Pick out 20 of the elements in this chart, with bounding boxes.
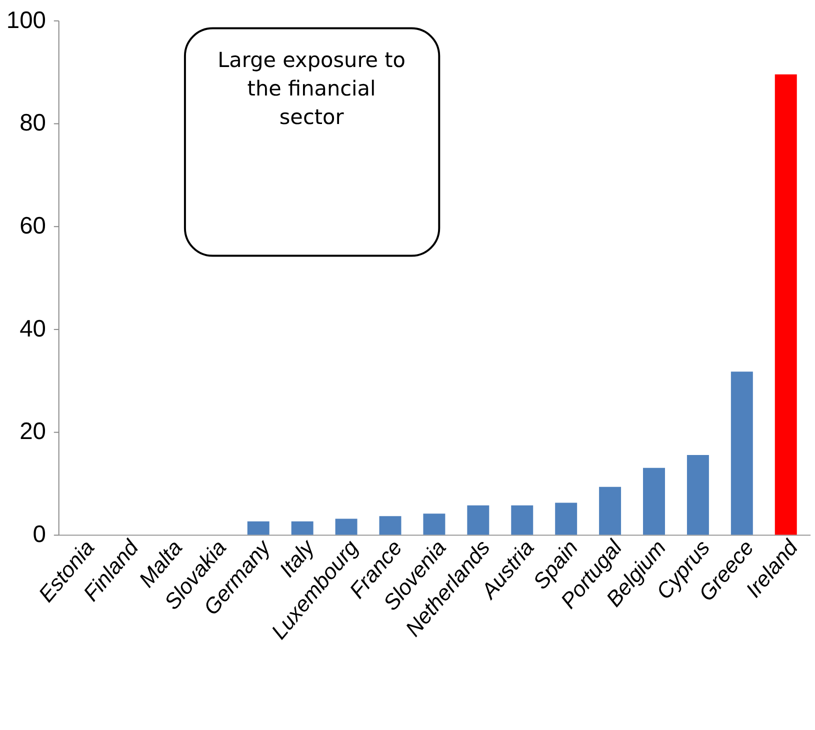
bar: [774, 74, 797, 535]
bar: [379, 516, 402, 535]
y-tick-label: 20: [20, 419, 46, 446]
bar: [247, 521, 270, 535]
y-tick-label: 100: [6, 8, 46, 34]
y-tick-label: 80: [20, 110, 46, 137]
bar: [643, 468, 665, 535]
bar: [291, 521, 314, 535]
y-tick-label: 40: [20, 316, 46, 342]
y-tick-label: 60: [20, 214, 46, 240]
bar: [511, 505, 534, 535]
bar: [423, 514, 446, 535]
bar: [686, 454, 709, 535]
bar: [555, 502, 578, 535]
bar: [730, 372, 753, 535]
bar: [335, 518, 358, 535]
bar: [599, 486, 622, 535]
bar: [467, 505, 490, 535]
annotation: Large exposure to the financial sector: [218, 48, 406, 130]
y-tick-label: 0: [32, 522, 46, 548]
